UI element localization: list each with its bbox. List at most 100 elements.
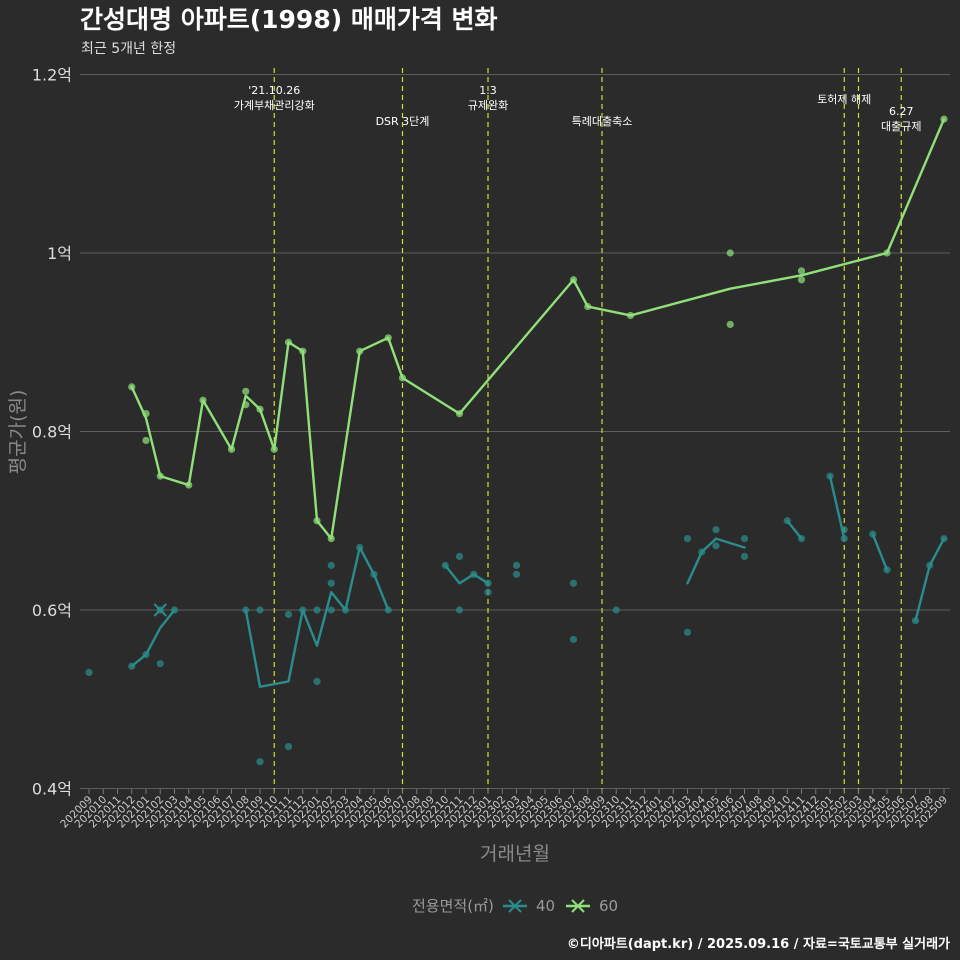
series-60-point [142,410,150,418]
series-40-point [740,552,749,561]
series-40-point [484,579,492,587]
event-label: DSR 3단계 [376,115,430,128]
series-60-point [356,347,364,355]
series-60-point [199,396,207,404]
series-40-point [683,628,692,636]
series-40-cross-marker [153,603,167,617]
series-40-point [840,535,848,543]
series-60-point [299,347,307,355]
series-40-point [85,668,93,677]
series-40-point [142,651,150,659]
event-label: 토허제 해제 [817,92,871,106]
series-60-point [242,401,250,409]
series-40-point [341,606,350,614]
series-40-point [840,526,848,534]
series-40-point [313,606,321,614]
series-40-point [327,606,335,614]
series-40-point [712,526,720,534]
series-40-point [356,543,364,552]
legend: 전용면적(㎡) 40 60 [412,897,618,915]
series-40-point [612,606,620,614]
series-40-line-2 [444,564,490,585]
series-40-line-1 [244,546,390,688]
source-caption: ©디아파트(dapt.kr) / 2025.09.16 / 자료=국토교통부 실… [567,936,950,952]
series-40-point [313,677,321,686]
series-40-line-4 [786,519,803,540]
legend-key-40-cross-b [508,899,522,913]
series-40-point [299,606,307,614]
legend-title: 전용면적(㎡) [412,897,494,915]
series-60-point [156,472,164,480]
series-40-point [470,570,478,578]
series-40-cross-b [153,603,167,617]
series-40-point [284,610,293,619]
legend-key-60 [566,899,590,913]
x-axis-title: 거래년월 [480,843,550,865]
series-40-point [512,561,521,569]
series-60-point [797,276,806,284]
series-60-point [384,334,392,342]
series-60-point [569,276,578,284]
series-40-point [783,517,791,525]
chart-subtitle: 최근 5개년 한정 [81,41,176,57]
series-60-point [883,249,891,257]
series-60-point [142,436,150,445]
x-axis-ticks: 2020092020102020112020122021012021022021… [58,789,950,830]
series-40 [85,472,948,766]
series-40-point [284,742,293,751]
series-60-point [940,115,948,123]
series-60-point [626,311,635,320]
y-tick-label: 1.2억 [32,66,72,85]
grid [80,73,950,790]
series-40-point [327,579,335,587]
series-60-point [726,249,734,257]
event-label: 규제완화 [468,99,508,112]
series-40-point [911,617,920,625]
series-40-line-3 [686,537,746,585]
legend-label-40: 40 [536,897,555,915]
series-40-point [797,535,806,543]
event-label: 대출규제 [881,120,921,133]
y-tick-label: 0.8억 [32,423,72,442]
series-60-point [242,387,250,395]
series-60-point [398,374,407,382]
series-60-point [455,410,464,418]
legend-label-60: 60 [599,897,618,915]
series-40-line-0 [130,608,176,668]
series-60-point [313,517,321,525]
series-60-point [270,445,278,453]
series-40-point [156,659,164,668]
series-40-point [926,561,934,569]
series-40-point [384,606,392,614]
series-40-point [569,579,578,587]
legend-key-40 [503,899,527,913]
legend-key-60-cross-b [571,899,585,913]
series-40-point [869,530,877,538]
y-tick-label: 0.4억 [32,780,72,799]
series-60-point [284,338,293,346]
event-label: 가계부채관리강화 [234,99,315,112]
series-40-point [940,535,948,543]
event-label: 1.3 [479,84,497,97]
series-40-point [256,606,264,614]
series-60-point [128,383,136,391]
series-40-point [512,570,521,578]
series-40-point [370,570,378,578]
event-label: '21.10.26 [248,84,300,97]
series-layer [85,115,948,766]
chart-title: 간성대명 아파트(1998) 매매가격 변화 [80,5,498,34]
series-40-point [441,561,449,569]
series-60-point [185,481,193,489]
series-40-point [455,552,464,561]
y-tick-label: 0.6억 [32,601,72,620]
series-40-point [242,606,250,614]
series-60-point [726,320,734,328]
series-60 [128,115,948,543]
series-40-point [698,548,706,556]
series-60-point [227,445,236,453]
event-label: 특례대출축소 [572,115,633,128]
series-40-line-6 [871,532,889,572]
series-40-point [128,662,136,670]
